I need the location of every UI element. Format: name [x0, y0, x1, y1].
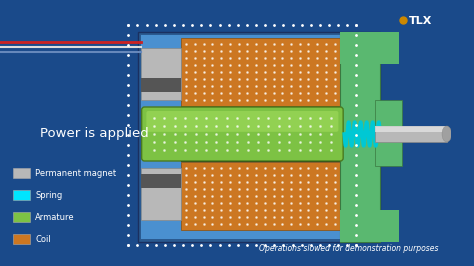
Text: Power is applied: Power is applied: [40, 127, 149, 139]
Text: TLX: TLX: [409, 16, 432, 26]
Bar: [13, 234, 30, 244]
Bar: [141, 168, 181, 220]
Text: Spring: Spring: [35, 190, 63, 200]
Bar: [141, 78, 181, 92]
Bar: [340, 32, 399, 64]
Bar: [141, 174, 181, 188]
Bar: [181, 162, 340, 230]
FancyBboxPatch shape: [146, 111, 338, 132]
FancyBboxPatch shape: [142, 107, 343, 161]
Bar: [375, 100, 402, 166]
Bar: [181, 106, 340, 162]
Ellipse shape: [442, 126, 452, 142]
Bar: [13, 190, 30, 200]
Bar: [340, 32, 380, 242]
Bar: [138, 32, 380, 242]
Text: Armature: Armature: [35, 213, 75, 222]
Text: Operations slowed for demonstration purposes: Operations slowed for demonstration purp…: [259, 244, 438, 253]
Bar: [141, 48, 181, 100]
Bar: [13, 212, 30, 222]
Bar: [375, 126, 447, 142]
Bar: [13, 168, 30, 178]
Text: Coil: Coil: [35, 235, 51, 243]
Bar: [375, 126, 447, 132]
Text: Permanent magnet: Permanent magnet: [35, 168, 116, 177]
Bar: [340, 210, 399, 242]
Bar: [141, 35, 377, 239]
Bar: [181, 38, 340, 106]
